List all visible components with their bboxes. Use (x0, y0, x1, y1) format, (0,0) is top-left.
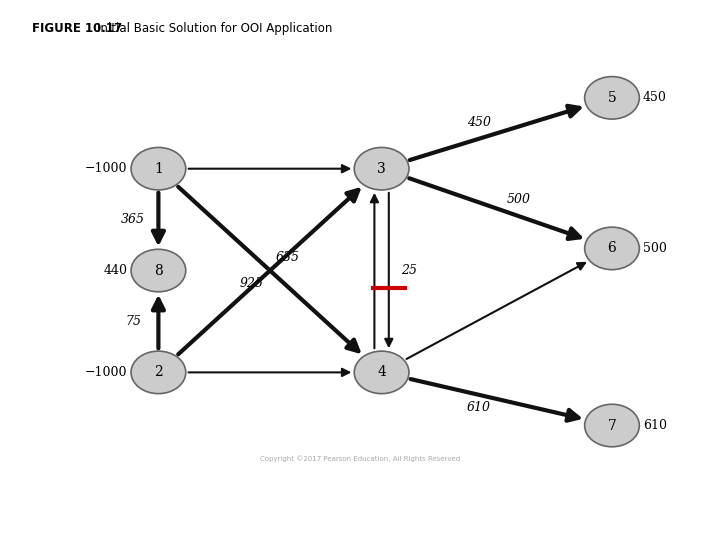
Text: 2: 2 (154, 366, 163, 380)
Text: 610: 610 (467, 401, 491, 414)
Text: Copyright © 2017, 1998 by Pearson Education, Inc.: Copyright © 2017, 1998 by Pearson Educat… (432, 495, 665, 504)
Text: 8: 8 (154, 264, 163, 278)
Text: 3: 3 (377, 161, 386, 176)
Text: 500: 500 (506, 193, 531, 206)
Ellipse shape (131, 147, 186, 190)
Text: 450: 450 (643, 91, 667, 104)
Text: 4: 4 (377, 366, 386, 380)
Ellipse shape (585, 77, 639, 119)
Text: 25: 25 (401, 264, 417, 277)
Ellipse shape (131, 351, 186, 394)
Text: −1000: −1000 (85, 162, 127, 175)
Text: 75: 75 (125, 315, 141, 328)
Text: 5: 5 (608, 91, 616, 105)
Text: ALWAYS LEARNING: ALWAYS LEARNING (18, 504, 127, 514)
Text: 7: 7 (608, 418, 616, 433)
Text: −1000: −1000 (85, 366, 127, 379)
Text: Ronald L. Rardin: Ronald L. Rardin (173, 518, 251, 527)
Text: 450: 450 (467, 116, 491, 129)
Ellipse shape (131, 249, 186, 292)
Text: 500: 500 (643, 242, 667, 255)
Ellipse shape (354, 147, 409, 190)
Text: 925: 925 (240, 278, 264, 291)
Text: Optimization in Operations Research, 2e: Optimization in Operations Research, 2e (173, 495, 359, 504)
Text: 365: 365 (121, 213, 145, 226)
Text: 1: 1 (154, 161, 163, 176)
Ellipse shape (585, 227, 639, 269)
Text: 440: 440 (104, 264, 127, 277)
Text: PEARSON: PEARSON (598, 500, 702, 518)
Text: All Rights Reserved: All Rights Reserved (432, 518, 520, 527)
Ellipse shape (585, 404, 639, 447)
Ellipse shape (354, 351, 409, 394)
Text: 6: 6 (608, 241, 616, 255)
Text: Copyright ©2017 Pearson Education, All Rights Reserved: Copyright ©2017 Pearson Education, All R… (260, 455, 460, 462)
Text: 635: 635 (276, 251, 300, 264)
Text: 610: 610 (643, 419, 667, 432)
Text: Initial Basic Solution for OOI Application: Initial Basic Solution for OOI Applicati… (97, 22, 333, 35)
Text: FIGURE 10.17: FIGURE 10.17 (32, 22, 122, 35)
